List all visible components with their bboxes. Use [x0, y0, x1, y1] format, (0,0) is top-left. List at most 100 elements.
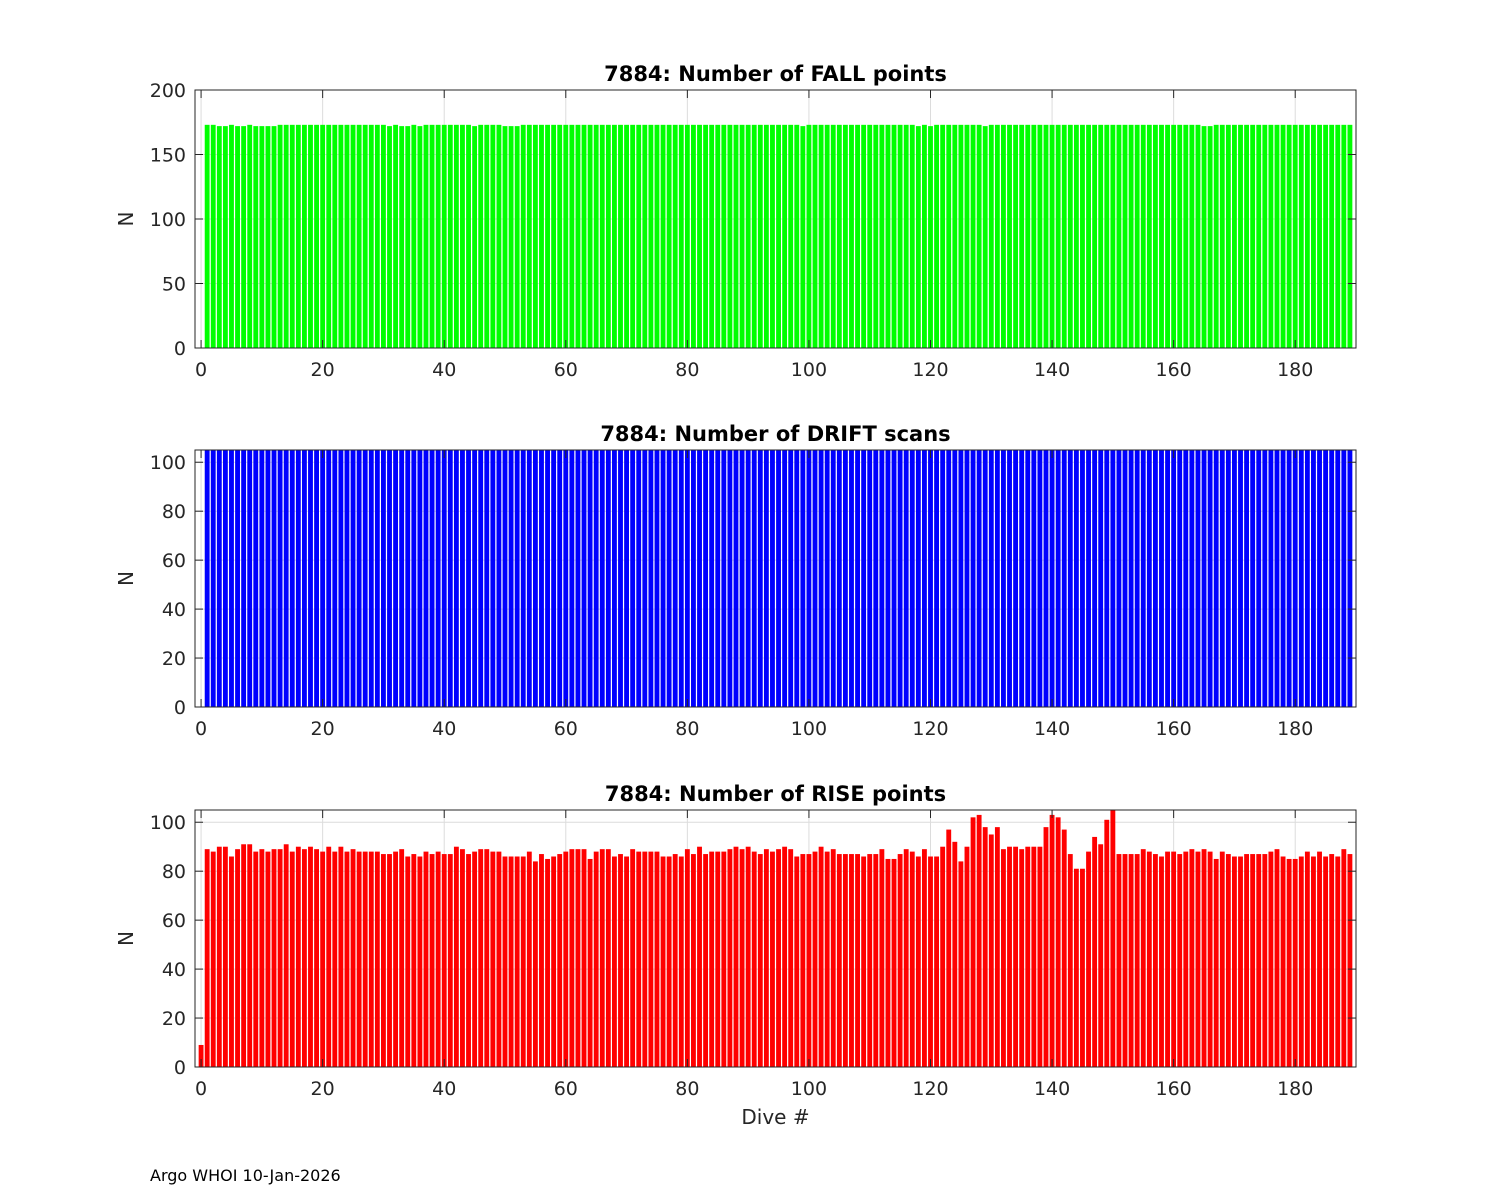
- bar-dive-152: [1122, 124, 1128, 348]
- bar-dive-96: [782, 846, 788, 1067]
- bar-dive-4: [222, 126, 228, 349]
- bar-dive-27: [362, 450, 368, 707]
- bar-dive-69: [618, 124, 623, 348]
- fall-points-chart: 0 20 40 60 80 100 120 140 160 180 0 50 100 150 200 7884…: [114, 62, 1357, 381]
- bar-dive-35: [411, 124, 417, 348]
- bar-dive-72: [636, 124, 642, 348]
- bar-dive-173: [1250, 854, 1256, 1067]
- bar-dive-50: [502, 126, 508, 349]
- bar-dive-145: [1080, 124, 1085, 348]
- bar-dive-32: [393, 851, 399, 1067]
- bar-dive-91: [751, 450, 757, 707]
- bar-dive-95: [776, 849, 781, 1067]
- bar-dive-89: [739, 450, 745, 707]
- bar-dive-68: [611, 450, 617, 707]
- bar-dive-173: [1250, 450, 1256, 707]
- bar-dive-154: [1134, 854, 1140, 1067]
- bar-dive-79: [678, 856, 684, 1067]
- bar-dive-51: [508, 126, 514, 349]
- x-tick-label: 140: [1034, 359, 1070, 381]
- bar-dive-163: [1189, 450, 1195, 707]
- bar-dive-129: [982, 450, 988, 707]
- bar-dive-25: [350, 450, 356, 707]
- bar-dive-145: [1080, 450, 1085, 707]
- chart-title: 7884: Number of RISE points: [605, 782, 946, 806]
- bar-dive-185: [1323, 856, 1329, 1067]
- bar-dive-41: [447, 450, 453, 707]
- bar-dive-172: [1244, 854, 1250, 1067]
- bar-dive-182: [1304, 450, 1310, 707]
- bar-dive-6: [235, 849, 240, 1067]
- bar-dive-167: [1213, 124, 1219, 348]
- bar-dive-53: [520, 856, 526, 1067]
- bar-dive-133: [1007, 124, 1012, 348]
- bar-dive-13: [277, 849, 283, 1067]
- bar-dive-98: [794, 450, 800, 707]
- bar-dive-116: [903, 849, 909, 1067]
- bar-dive-133: [1007, 846, 1012, 1067]
- bar-dive-158: [1159, 450, 1164, 707]
- x-tick-label: 100: [791, 1078, 827, 1100]
- bar-dive-170: [1232, 856, 1237, 1067]
- bar-dive-86: [721, 851, 727, 1067]
- bar-dive-99: [800, 450, 806, 707]
- x-tick-label: 60: [554, 1078, 578, 1100]
- y-tick-label: 0: [174, 1057, 186, 1079]
- bar-dive-176: [1268, 851, 1274, 1067]
- bar-dive-15: [289, 851, 295, 1067]
- bar-dive-163: [1189, 124, 1195, 348]
- bar-dive-12: [271, 126, 277, 349]
- bar-dive-120: [928, 126, 933, 349]
- bar-dive-126: [964, 450, 970, 707]
- bar-dive-55: [532, 861, 538, 1067]
- bar-dive-85: [715, 851, 721, 1067]
- bar-dive-49: [496, 450, 502, 707]
- x-tick-label: 120: [912, 1078, 948, 1100]
- bar-dive-158: [1159, 124, 1164, 348]
- bar-dive-47: [484, 450, 490, 707]
- x-tick-label: 180: [1277, 718, 1313, 740]
- bar-dive-158: [1159, 856, 1164, 1067]
- bar-dive-168: [1219, 124, 1225, 348]
- bar-dive-43: [460, 124, 465, 348]
- bar-dive-131: [994, 827, 1000, 1067]
- bar-dive-78: [672, 124, 678, 348]
- bar-dive-25: [350, 849, 356, 1067]
- bar-dive-150: [1110, 124, 1116, 348]
- bar-dive-2: [210, 450, 216, 707]
- bar-dive-138: [1037, 846, 1043, 1067]
- bar-dive-122: [940, 846, 946, 1067]
- bar-dive-87: [727, 849, 733, 1067]
- bar-dive-71: [630, 849, 636, 1067]
- bar-dive-73: [642, 124, 648, 348]
- x-tick-label: 0: [195, 1078, 207, 1100]
- bar-dive-101: [812, 851, 818, 1067]
- bar-dive-5: [229, 450, 234, 707]
- bar-dive-14: [283, 450, 289, 707]
- bar-dive-145: [1080, 868, 1085, 1067]
- x-tick-label: 20: [311, 359, 335, 381]
- bar-dive-88: [733, 124, 739, 348]
- bar-dive-189: [1347, 124, 1353, 348]
- bar-dive-82: [697, 450, 702, 707]
- bar-dive-131: [994, 450, 1000, 707]
- bar-dive-17: [301, 450, 307, 707]
- y-tick-label: 60: [162, 550, 186, 572]
- bar-dive-102: [818, 124, 824, 348]
- bar-dive-31: [387, 854, 392, 1067]
- bar-dive-30: [381, 124, 386, 348]
- y-axis-label: N: [114, 212, 138, 227]
- bar-dive-8: [247, 844, 253, 1067]
- bar-dive-99: [800, 126, 806, 349]
- bar-dive-31: [387, 450, 392, 707]
- bar-dive-7: [241, 126, 247, 349]
- bar-dive-139: [1043, 450, 1049, 707]
- bar-dive-54: [526, 851, 532, 1067]
- bar-dive-1: [204, 849, 210, 1067]
- bar-dive-19: [314, 849, 319, 1067]
- bar-dive-138: [1037, 450, 1043, 707]
- bar-dive-160: [1171, 450, 1177, 707]
- bar-dive-127: [970, 817, 976, 1067]
- x-tick-label: 60: [554, 718, 578, 740]
- bar-dive-164: [1195, 450, 1201, 707]
